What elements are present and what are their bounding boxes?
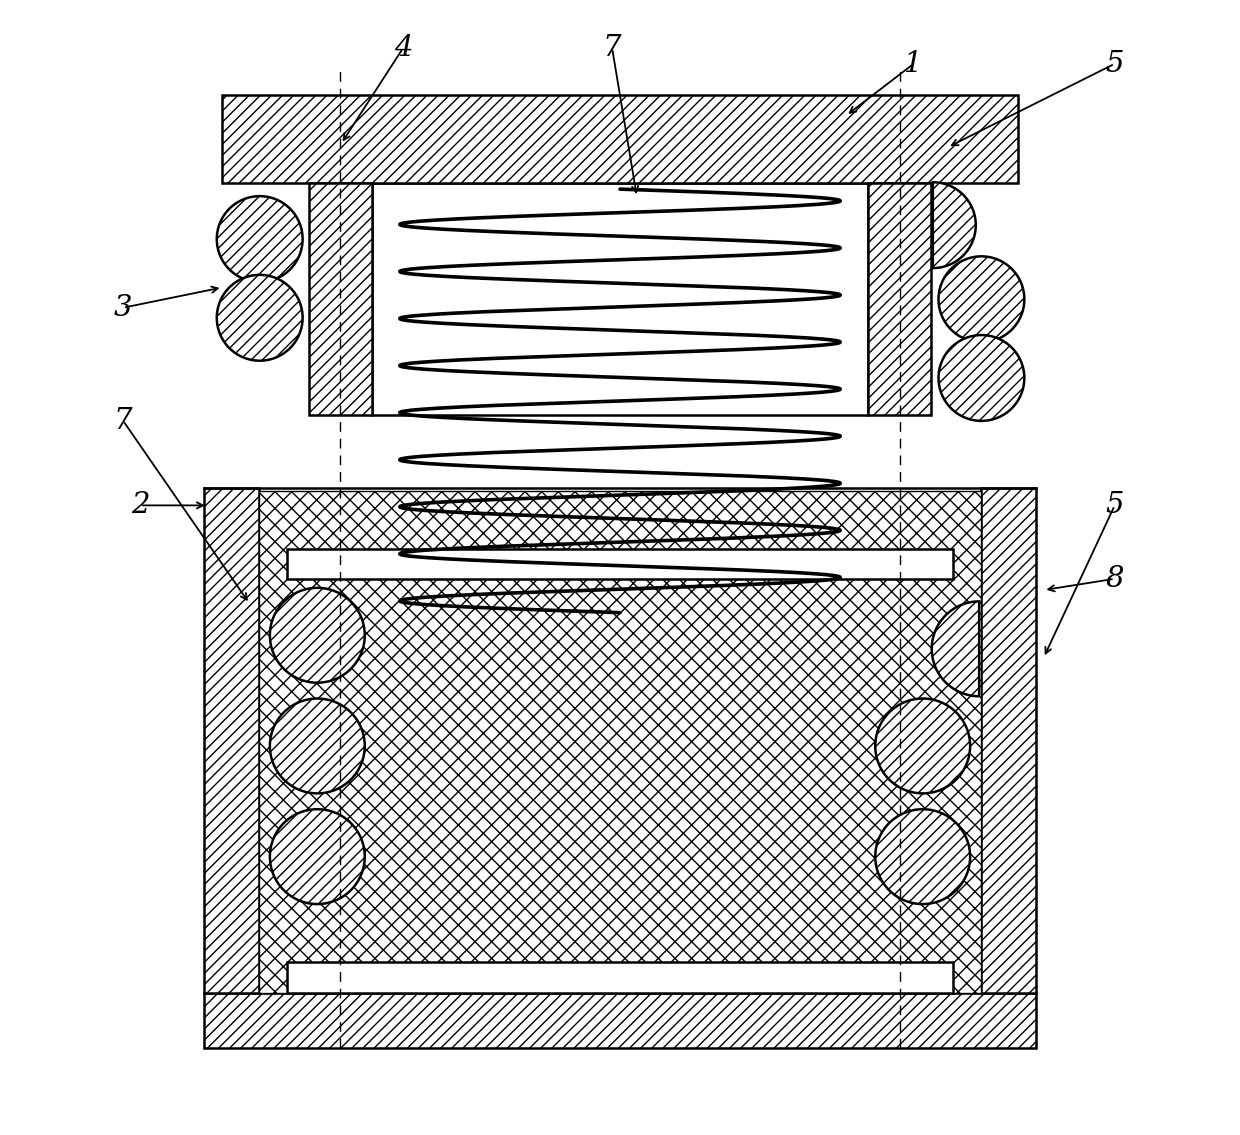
Circle shape (875, 809, 970, 905)
Wedge shape (931, 602, 980, 696)
Text: 2: 2 (130, 491, 149, 520)
Text: 7: 7 (603, 34, 621, 62)
Bar (981, 488, 1035, 993)
Text: 8: 8 (1105, 565, 1123, 592)
Wedge shape (932, 183, 976, 268)
Bar (286, 961, 954, 993)
Text: 7: 7 (114, 406, 133, 435)
Bar (286, 549, 954, 579)
Circle shape (875, 698, 970, 793)
Bar (222, 95, 1018, 184)
Bar (868, 184, 930, 415)
Circle shape (270, 809, 365, 905)
Circle shape (939, 257, 1024, 342)
Bar (259, 490, 981, 993)
Circle shape (217, 275, 303, 361)
Circle shape (270, 698, 365, 793)
Text: 5: 5 (1105, 50, 1123, 78)
Bar (205, 993, 1035, 1048)
Bar (205, 488, 259, 993)
Text: 5: 5 (1105, 491, 1123, 520)
Bar (310, 184, 372, 415)
Text: 4: 4 (394, 34, 413, 62)
Circle shape (217, 196, 303, 281)
Circle shape (270, 588, 365, 683)
Circle shape (939, 335, 1024, 421)
Text: 1: 1 (904, 50, 923, 78)
Bar (372, 184, 868, 415)
Text: 3: 3 (114, 294, 133, 321)
